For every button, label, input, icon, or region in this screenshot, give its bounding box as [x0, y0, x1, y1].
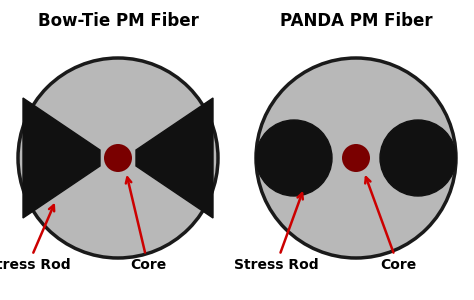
Circle shape: [380, 120, 456, 196]
Circle shape: [342, 144, 370, 172]
Text: PANDA PM Fiber: PANDA PM Fiber: [280, 12, 432, 30]
Text: Bow-Tie PM Fiber: Bow-Tie PM Fiber: [37, 12, 199, 30]
Text: Stress Rod: Stress Rod: [234, 193, 319, 272]
Polygon shape: [23, 98, 100, 218]
Text: Core: Core: [365, 177, 416, 272]
Circle shape: [104, 144, 132, 172]
Polygon shape: [136, 98, 213, 218]
Text: Core: Core: [126, 177, 166, 272]
Circle shape: [18, 58, 218, 258]
Text: Stress Rod: Stress Rod: [0, 205, 70, 272]
Circle shape: [256, 120, 332, 196]
Circle shape: [256, 58, 456, 258]
